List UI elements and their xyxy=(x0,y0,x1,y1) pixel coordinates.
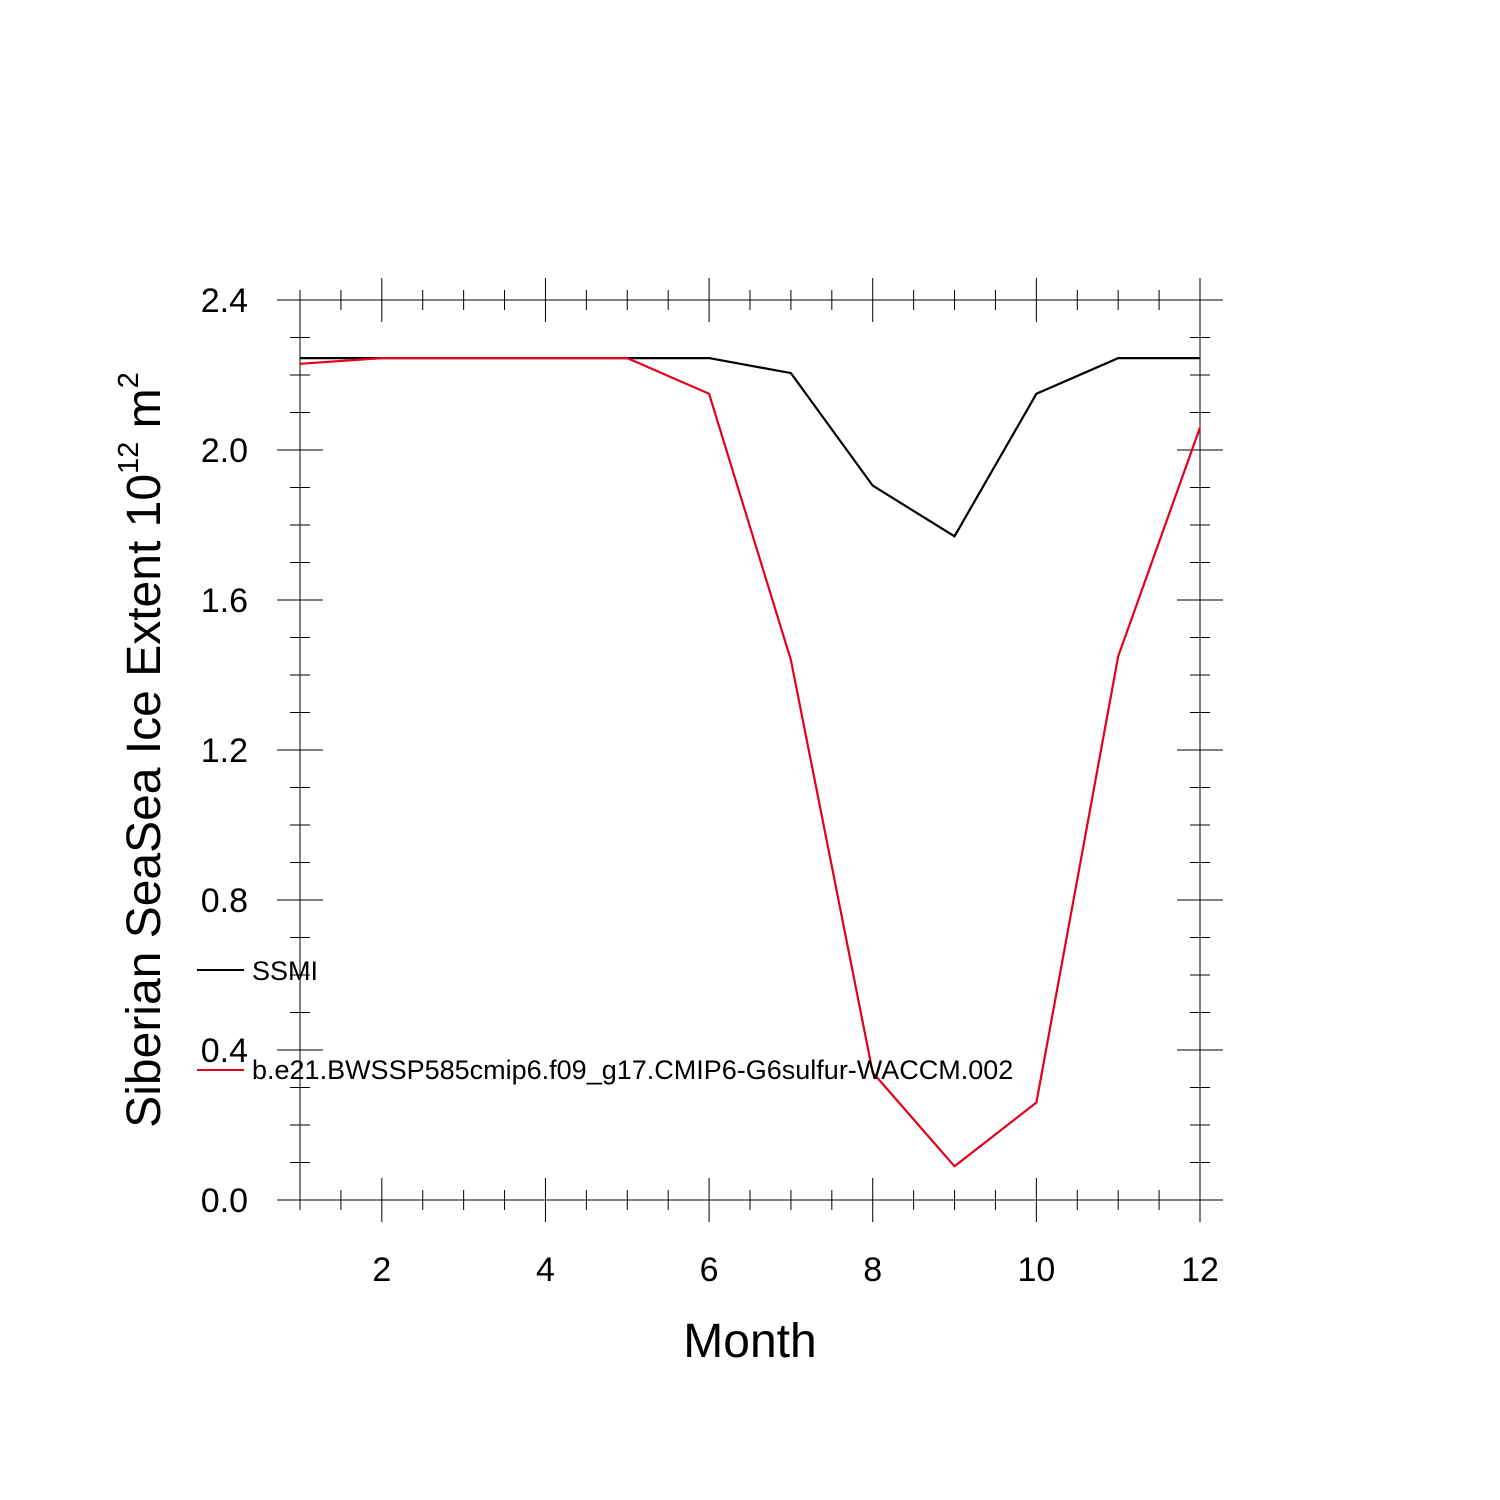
legend: SSMI b.e21.BWSSP585cmip6.f09_g17.CMIP6-G… xyxy=(197,956,1013,1085)
x-tick-label: 6 xyxy=(700,1251,719,1289)
y-tick-label: 0.4 xyxy=(201,1032,248,1070)
y-axis-title-unit: m xyxy=(118,388,171,441)
y-axis-title: Siberian SeaSea Ice Extent 1012 m2 xyxy=(113,372,171,1128)
y-tick-label: 1.6 xyxy=(201,582,248,620)
series-layer xyxy=(299,357,1202,1168)
series-line-waccm xyxy=(299,357,1202,1168)
x-tick-label: 4 xyxy=(536,1251,555,1289)
x-tick-labels: 2 4 6 8 10 12 xyxy=(372,1251,1219,1289)
y-axis-title-unit-exponent: 2 xyxy=(113,372,145,388)
x-tick-label: 8 xyxy=(863,1251,882,1289)
y-axis-title-exponent: 12 xyxy=(113,442,145,474)
y-tick-labels: 0.0 0.4 0.8 1.2 1.6 2.0 2.4 xyxy=(201,282,248,1220)
y-tick-label: 0.8 xyxy=(201,882,248,920)
legend-label-ssmi: SSMI xyxy=(252,956,318,986)
y-tick-label: 2.0 xyxy=(201,432,248,470)
y-tick-label: 2.4 xyxy=(201,282,248,320)
x-tick-label: 2 xyxy=(372,1251,391,1289)
x-tick-label: 10 xyxy=(1017,1251,1055,1289)
y-tick-label: 1.2 xyxy=(201,732,248,770)
y-tick-label: 0.0 xyxy=(201,1182,248,1220)
plot-frame xyxy=(299,299,1201,1201)
x-axis-title: Month xyxy=(683,1315,816,1368)
legend-label-waccm: b.e21.BWSSP585cmip6.f09_g17.CMIP6-G6sulf… xyxy=(252,1055,1013,1085)
series-line-ssmi xyxy=(300,357,1200,538)
x-tick-label: 12 xyxy=(1181,1251,1219,1289)
y-axis-title-text: Siberian SeaSea Ice Extent 10 xyxy=(118,474,171,1128)
